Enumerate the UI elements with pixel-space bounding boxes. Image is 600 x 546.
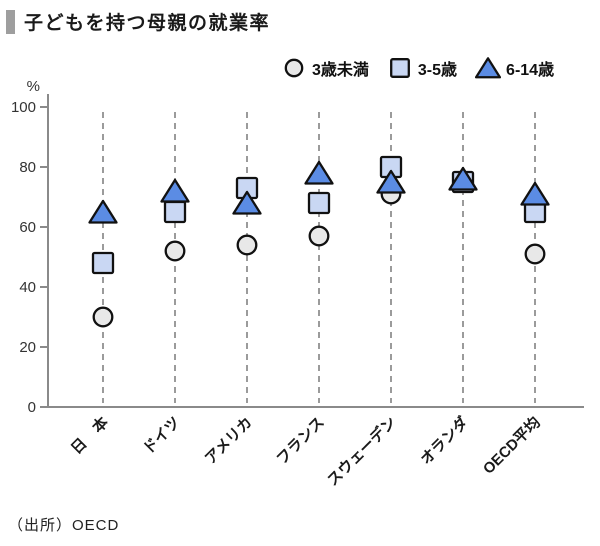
marker-circle-icon: [164, 240, 186, 262]
marker-triangle-icon: [520, 181, 550, 206]
x-axis-label: フランス: [274, 414, 328, 468]
circle-icon: [284, 58, 304, 78]
marker-circle-icon: [92, 306, 114, 328]
y-tick-label: 20: [19, 339, 36, 356]
marker-square-icon: [389, 58, 410, 78]
legend-label: 3-5歳: [417, 62, 458, 79]
marker-circle-icon: [284, 58, 304, 78]
title-accent-bar: [6, 9, 15, 34]
legend-label: 6-14歳: [506, 62, 555, 79]
y-tick-label: 60: [19, 219, 36, 236]
marker-square-icon: [163, 200, 187, 224]
chart-header: 子どもを持つ母親の就業率: [6, 8, 270, 35]
x-axis-label: ドイツ: [140, 414, 184, 458]
y-tick-label: 80: [19, 159, 36, 176]
y-tick-label: 40: [19, 279, 36, 296]
x-axis-label: スウェーデン: [323, 413, 399, 489]
chart-title: 子どもを持つ母親の就業率: [24, 13, 271, 34]
x-axis-label: アメリカ: [202, 414, 256, 468]
marker-triangle-icon: [475, 57, 502, 79]
x-axis-label: OECD平均: [479, 413, 544, 478]
marker-triangle-icon: [88, 199, 118, 224]
triangle-icon: [475, 57, 502, 79]
marker-triangle-icon: [448, 166, 478, 191]
marker-circle-icon: [308, 225, 330, 247]
x-axis-label: 日 本: [67, 413, 112, 458]
marker-triangle-icon: [232, 190, 262, 215]
marker-triangle-icon: [160, 178, 190, 203]
y-axis-unit-label: %: [27, 78, 40, 95]
legend-item: 6-14歳: [475, 56, 554, 80]
chart-legend: 3歳未満 3-5歳 6-14歳: [281, 56, 554, 80]
marker-square-icon: [91, 251, 115, 275]
legend-label: 3歳未満: [312, 62, 369, 79]
marker-triangle-icon: [376, 169, 406, 194]
source-note: （出所）OECD: [8, 517, 120, 534]
marker-square-icon: [307, 191, 331, 215]
square-icon: [389, 58, 410, 78]
legend-item: 3歳未満: [281, 56, 369, 80]
marker-circle-icon: [524, 243, 546, 265]
marker-circle-icon: [236, 234, 258, 256]
y-tick-label: 100: [11, 99, 36, 116]
y-tick-label: 0: [28, 399, 36, 416]
marker-triangle-icon: [304, 160, 334, 185]
x-axis-label: オランダ: [417, 413, 472, 468]
legend-item: 3-5歳: [387, 56, 457, 80]
